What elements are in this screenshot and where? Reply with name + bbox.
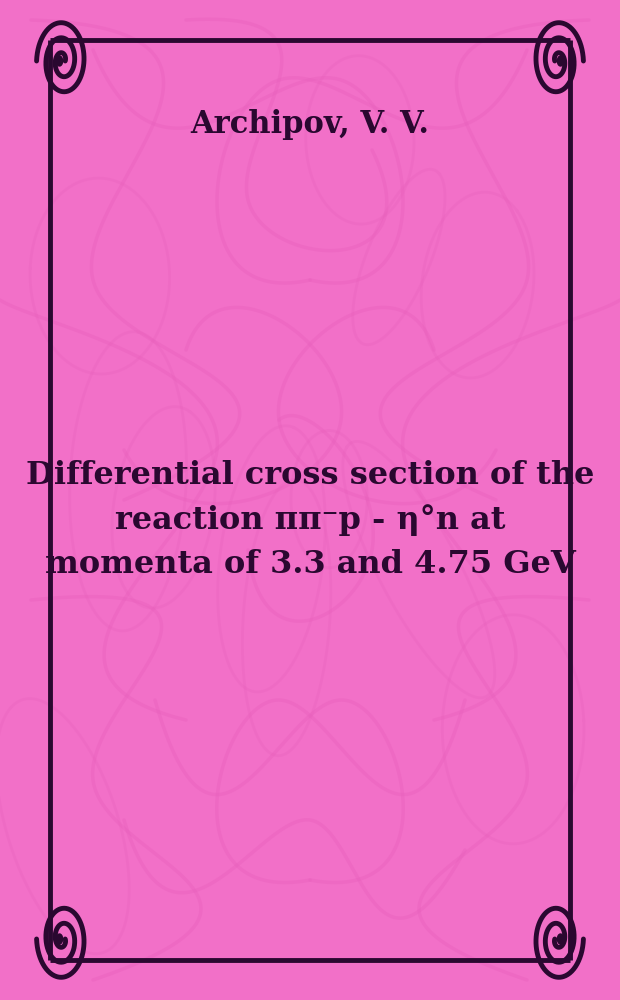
- Circle shape: [557, 56, 564, 66]
- Circle shape: [56, 56, 63, 66]
- Text: Differential cross section of the
reaction ππ⁻p - η°n at
momenta of 3.3 and 4.75: Differential cross section of the reacti…: [26, 460, 594, 580]
- Circle shape: [557, 934, 564, 944]
- Text: Archipov, V. V.: Archipov, V. V.: [190, 109, 430, 140]
- Circle shape: [56, 934, 63, 944]
